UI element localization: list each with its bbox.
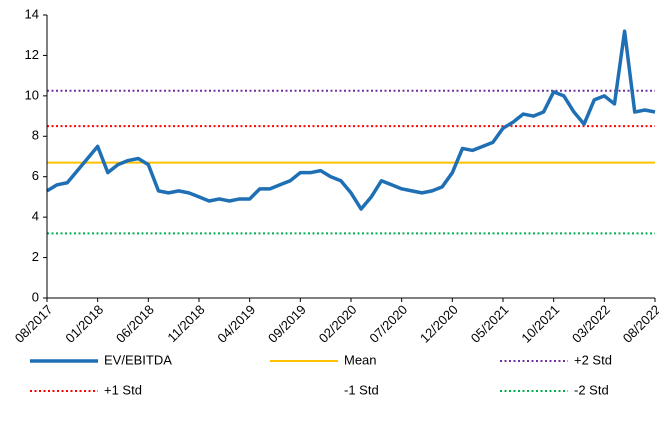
legend-label: +2 Std	[574, 352, 612, 367]
legend-label: -1 Std	[344, 382, 379, 397]
y-tick-label: 12	[25, 47, 39, 62]
x-tick-label: 12/2020	[417, 302, 461, 346]
y-tick-label: 2	[32, 249, 39, 264]
x-tick-label: 09/2019	[265, 302, 309, 346]
legend-label: +1 Std	[104, 382, 142, 397]
y-tick-label: 4	[32, 209, 39, 224]
y-tick-label: 10	[25, 87, 39, 102]
x-tick-label: 08/2022	[620, 302, 659, 346]
legend-label: Mean	[344, 352, 377, 367]
x-tick-label: 10/2021	[518, 302, 562, 346]
x-tick-label: 03/2022	[569, 302, 613, 346]
legend-label: -2 Std	[574, 382, 609, 397]
x-tick-label: 01/2018	[62, 302, 106, 346]
y-tick-label: 8	[32, 128, 39, 143]
x-tick-label: 07/2020	[366, 302, 410, 346]
y-tick-label: 0	[32, 289, 39, 304]
x-tick-label: 04/2019	[214, 302, 258, 346]
x-tick-label: 08/2017	[12, 302, 56, 346]
x-tick-label: 05/2021	[468, 302, 512, 346]
x-tick-label: 02/2020	[316, 302, 360, 346]
data-line	[46, 29, 656, 211]
x-tick-label: 11/2018	[164, 302, 207, 345]
x-tick-label: 06/2018	[113, 302, 157, 346]
y-tick-label: 6	[32, 168, 39, 183]
y-tick-label: 14	[25, 6, 39, 21]
legend-label: EV/EBITDA	[104, 352, 172, 367]
